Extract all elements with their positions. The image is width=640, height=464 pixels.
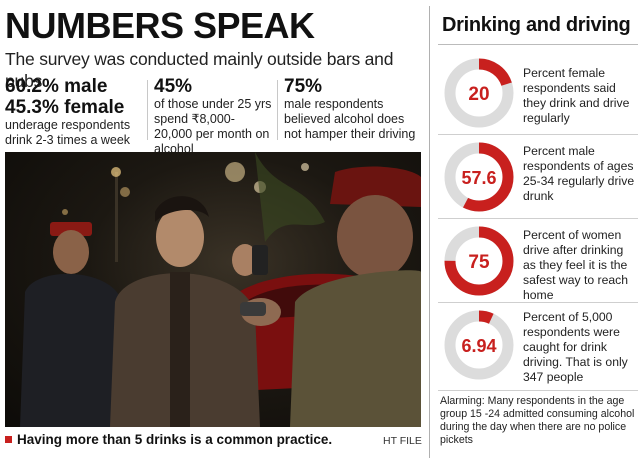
stat-divider — [277, 80, 278, 140]
photo-credit: HT FILE — [383, 435, 422, 447]
stat-male-belief: 75% male respondents believed alcohol do… — [284, 76, 419, 142]
item-divider — [438, 390, 638, 391]
item-divider — [438, 218, 638, 219]
sidebar-note: Alarming: Many respondents in the age gr… — [440, 395, 635, 446]
ring-description: Percent male respondents of ages 25-34 r… — [523, 144, 635, 203]
donut-ring: 57.6 — [444, 142, 514, 212]
stat-ring-item: 57.6 Percent male respondents of ages 25… — [434, 140, 640, 216]
ring-value: 75 — [468, 252, 490, 273]
stat-ring-item: 20 Percent female respondents said they … — [434, 56, 640, 132]
photo-illustration — [20, 152, 421, 427]
column-divider — [429, 6, 430, 458]
stat-ring-item: 6.94 Percent of 5,000 respondents were c… — [434, 308, 640, 384]
stat-value: 45% — [154, 76, 193, 97]
deck: The survey was conducted mainly outside … — [5, 49, 394, 91]
stat-underage: 60.2% male 45.3% female underage respond… — [5, 76, 143, 148]
ring-value: 57.6 — [461, 168, 496, 188]
stat-spend: 45% of those under 25 yrs spend ₹8,000- … — [154, 76, 274, 157]
stat-text: of those under 25 yrs spend ₹8,000- 20,0… — [154, 97, 272, 156]
main-panel: NUMBERS SPEAK The survey was conducted m… — [5, 5, 422, 447]
donut-ring: 75 — [444, 226, 514, 296]
stat-text: male respondents believed alcohol does n… — [284, 97, 416, 141]
stat-ring-item: 75 Percent of women drive after drinking… — [434, 224, 640, 302]
photo-caption: Having more than 5 drinks is a common pr… — [5, 432, 332, 447]
item-divider — [438, 302, 638, 303]
stat-text: underage respondents drink 2-3 times a w… — [5, 118, 131, 147]
ring-description: Percent of women drive after drinking as… — [523, 228, 628, 302]
ring-value: 6.94 — [461, 336, 496, 356]
sidebar-title: Drinking and driving — [442, 14, 631, 36]
item-divider — [438, 134, 638, 135]
donut-ring: 6.94 — [444, 310, 514, 380]
ring-arc — [444, 310, 514, 380]
ring-arc — [444, 58, 514, 128]
headline: NUMBERS SPEAK — [5, 5, 315, 46]
stat-value: 75% — [284, 76, 323, 97]
news-photo — [5, 152, 421, 427]
sidebar-title-rule — [438, 44, 638, 45]
ring-arc — [444, 226, 514, 296]
sidebar: Drinking and driving 20 Percent female r… — [434, 0, 640, 464]
caption-bullet-icon — [5, 436, 12, 443]
stat-value: 45.3% female — [5, 97, 125, 118]
donut-ring: 20 — [444, 58, 514, 128]
stat-value: 60.2% male — [5, 76, 108, 97]
caption-text: Having more than 5 drinks is a common pr… — [17, 432, 333, 447]
ring-value: 20 — [468, 84, 489, 105]
stat-divider — [147, 80, 148, 140]
ring-arc — [444, 142, 514, 212]
ring-description: Percent female respondents said they dri… — [523, 66, 630, 125]
ring-description: Percent of 5,000 respondents were caught… — [523, 310, 628, 384]
